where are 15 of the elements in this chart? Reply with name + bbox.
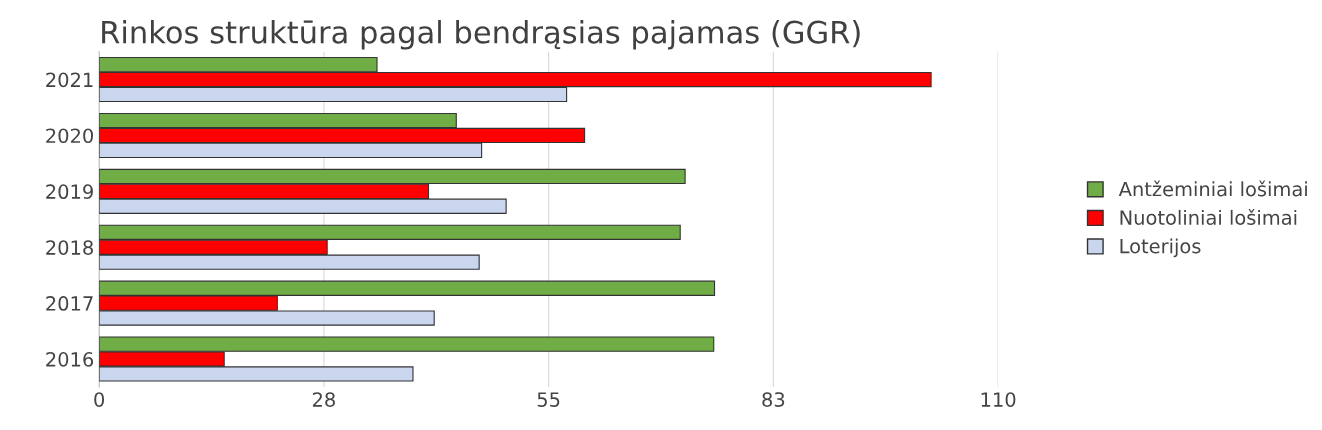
legend-label: Nuotoliniai lošimai — [1120, 209, 1297, 225]
y-tick-label: 2020 — [46, 128, 93, 144]
legend-label: Loterijos — [1120, 238, 1201, 258]
x-tick-label: 0 — [94, 392, 105, 407]
y-tick-label: 2017 — [46, 296, 93, 311]
legend-label: Antžeminiai lošimai — [1118, 180, 1307, 197]
x-tick-label: 110 — [981, 392, 1016, 407]
y-tick-label: 2016 — [46, 352, 94, 367]
chart-title: Rinkos struktūra pagal bendrąsias pajamas (GGR) — [102, 20, 860, 50]
y-tick-label: 2019 — [46, 184, 93, 200]
y-tick-label: 2018 — [46, 240, 93, 255]
y-tick-label: 2021 — [46, 72, 93, 88]
x-tick-label: 55 — [537, 392, 560, 407]
x-tick-label: 83 — [762, 392, 785, 407]
x-tick-label: 28 — [312, 392, 335, 407]
